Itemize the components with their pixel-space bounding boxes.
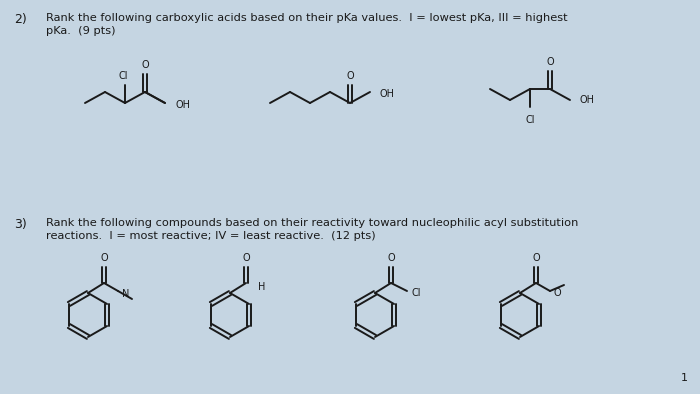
Text: O: O <box>141 60 149 70</box>
Text: Cl: Cl <box>525 115 535 125</box>
Text: O: O <box>532 253 540 263</box>
Text: OH: OH <box>175 100 190 110</box>
Text: OH: OH <box>380 89 395 99</box>
Text: O: O <box>346 71 354 81</box>
Text: Cl: Cl <box>412 288 421 298</box>
Text: O: O <box>100 253 108 263</box>
Text: H: H <box>258 282 265 292</box>
Text: 2): 2) <box>14 13 27 26</box>
Text: 1: 1 <box>681 373 688 383</box>
Text: 3): 3) <box>14 218 27 231</box>
Text: OH: OH <box>580 95 595 105</box>
Text: Rank the following compounds based on their reactivity toward nucleophilic acyl : Rank the following compounds based on th… <box>46 218 578 228</box>
Text: O: O <box>554 288 561 298</box>
Text: O: O <box>546 57 554 67</box>
Text: pKa.  (9 pts): pKa. (9 pts) <box>46 26 116 36</box>
Text: Rank the following carboxylic acids based on their pKa values.  I = lowest pKa, : Rank the following carboxylic acids base… <box>46 13 568 23</box>
Text: O: O <box>242 253 250 263</box>
Text: reactions.  I = most reactive; IV = least reactive.  (12 pts): reactions. I = most reactive; IV = least… <box>46 231 376 241</box>
Text: Cl: Cl <box>118 71 127 81</box>
Text: N: N <box>122 289 130 299</box>
Text: O: O <box>387 253 395 263</box>
